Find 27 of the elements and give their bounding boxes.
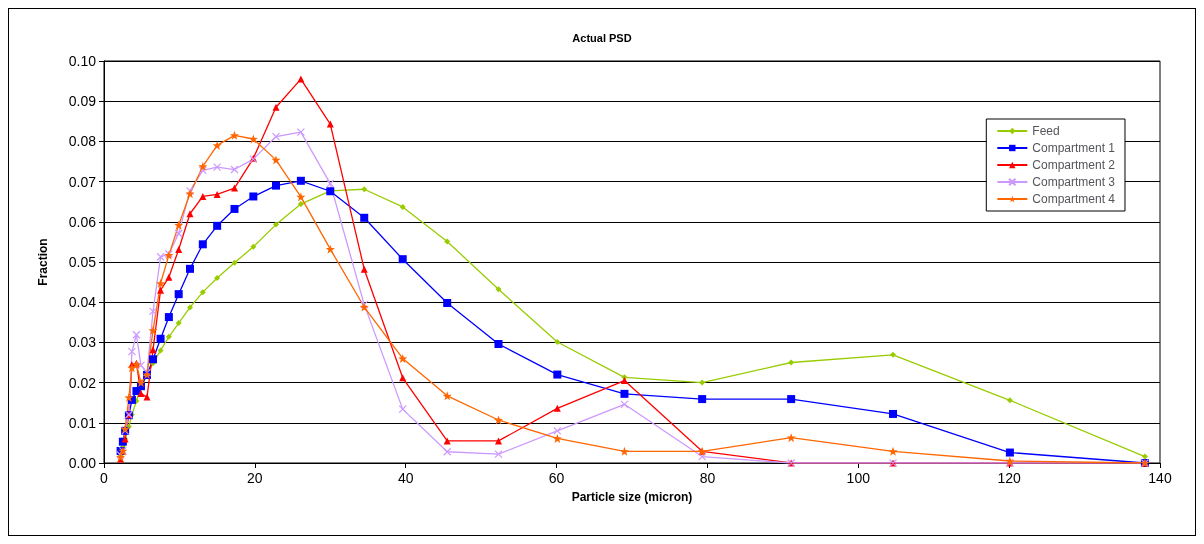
y-tick-label: 0.10 xyxy=(68,53,97,69)
y-axis-title: Fraction xyxy=(36,238,50,286)
y-tick-label: 0.04 xyxy=(68,294,97,311)
x-axis-title: Particle size (micron) xyxy=(571,490,693,504)
x-tick-label: 100 xyxy=(846,470,871,486)
legend-label: Compartment 2 xyxy=(1032,158,1116,172)
y-tick-label: 0.00 xyxy=(68,455,97,471)
chart-title: Actual PSD xyxy=(572,31,632,44)
y-tick-label: 0.03 xyxy=(68,334,97,351)
x-tick-label: 120 xyxy=(997,470,1022,486)
legend-label: Compartment 3 xyxy=(1032,175,1116,189)
legend-label: Compartment 4 xyxy=(1032,192,1116,206)
y-tick-label: 0.08 xyxy=(68,133,97,150)
y-tick-label: 0.07 xyxy=(68,173,97,190)
y-tick-label: 0.09 xyxy=(68,93,97,110)
legend-label: Feed xyxy=(1032,124,1060,138)
x-tick-label: 20 xyxy=(247,470,263,486)
x-tick-label: 40 xyxy=(397,470,414,486)
x-tick-label: 0 xyxy=(100,470,109,486)
y-tick-label: 0.05 xyxy=(68,254,97,270)
x-tick-label: 140 xyxy=(1148,470,1172,486)
y-tick-label: 0.02 xyxy=(68,374,97,391)
legend-label: Compartment 1 xyxy=(1032,141,1116,155)
x-tick-label: 80 xyxy=(699,470,716,486)
x-tick-label: 60 xyxy=(548,470,565,486)
y-tick-label: 0.01 xyxy=(68,414,97,431)
y-tick-label: 0.06 xyxy=(68,213,97,230)
